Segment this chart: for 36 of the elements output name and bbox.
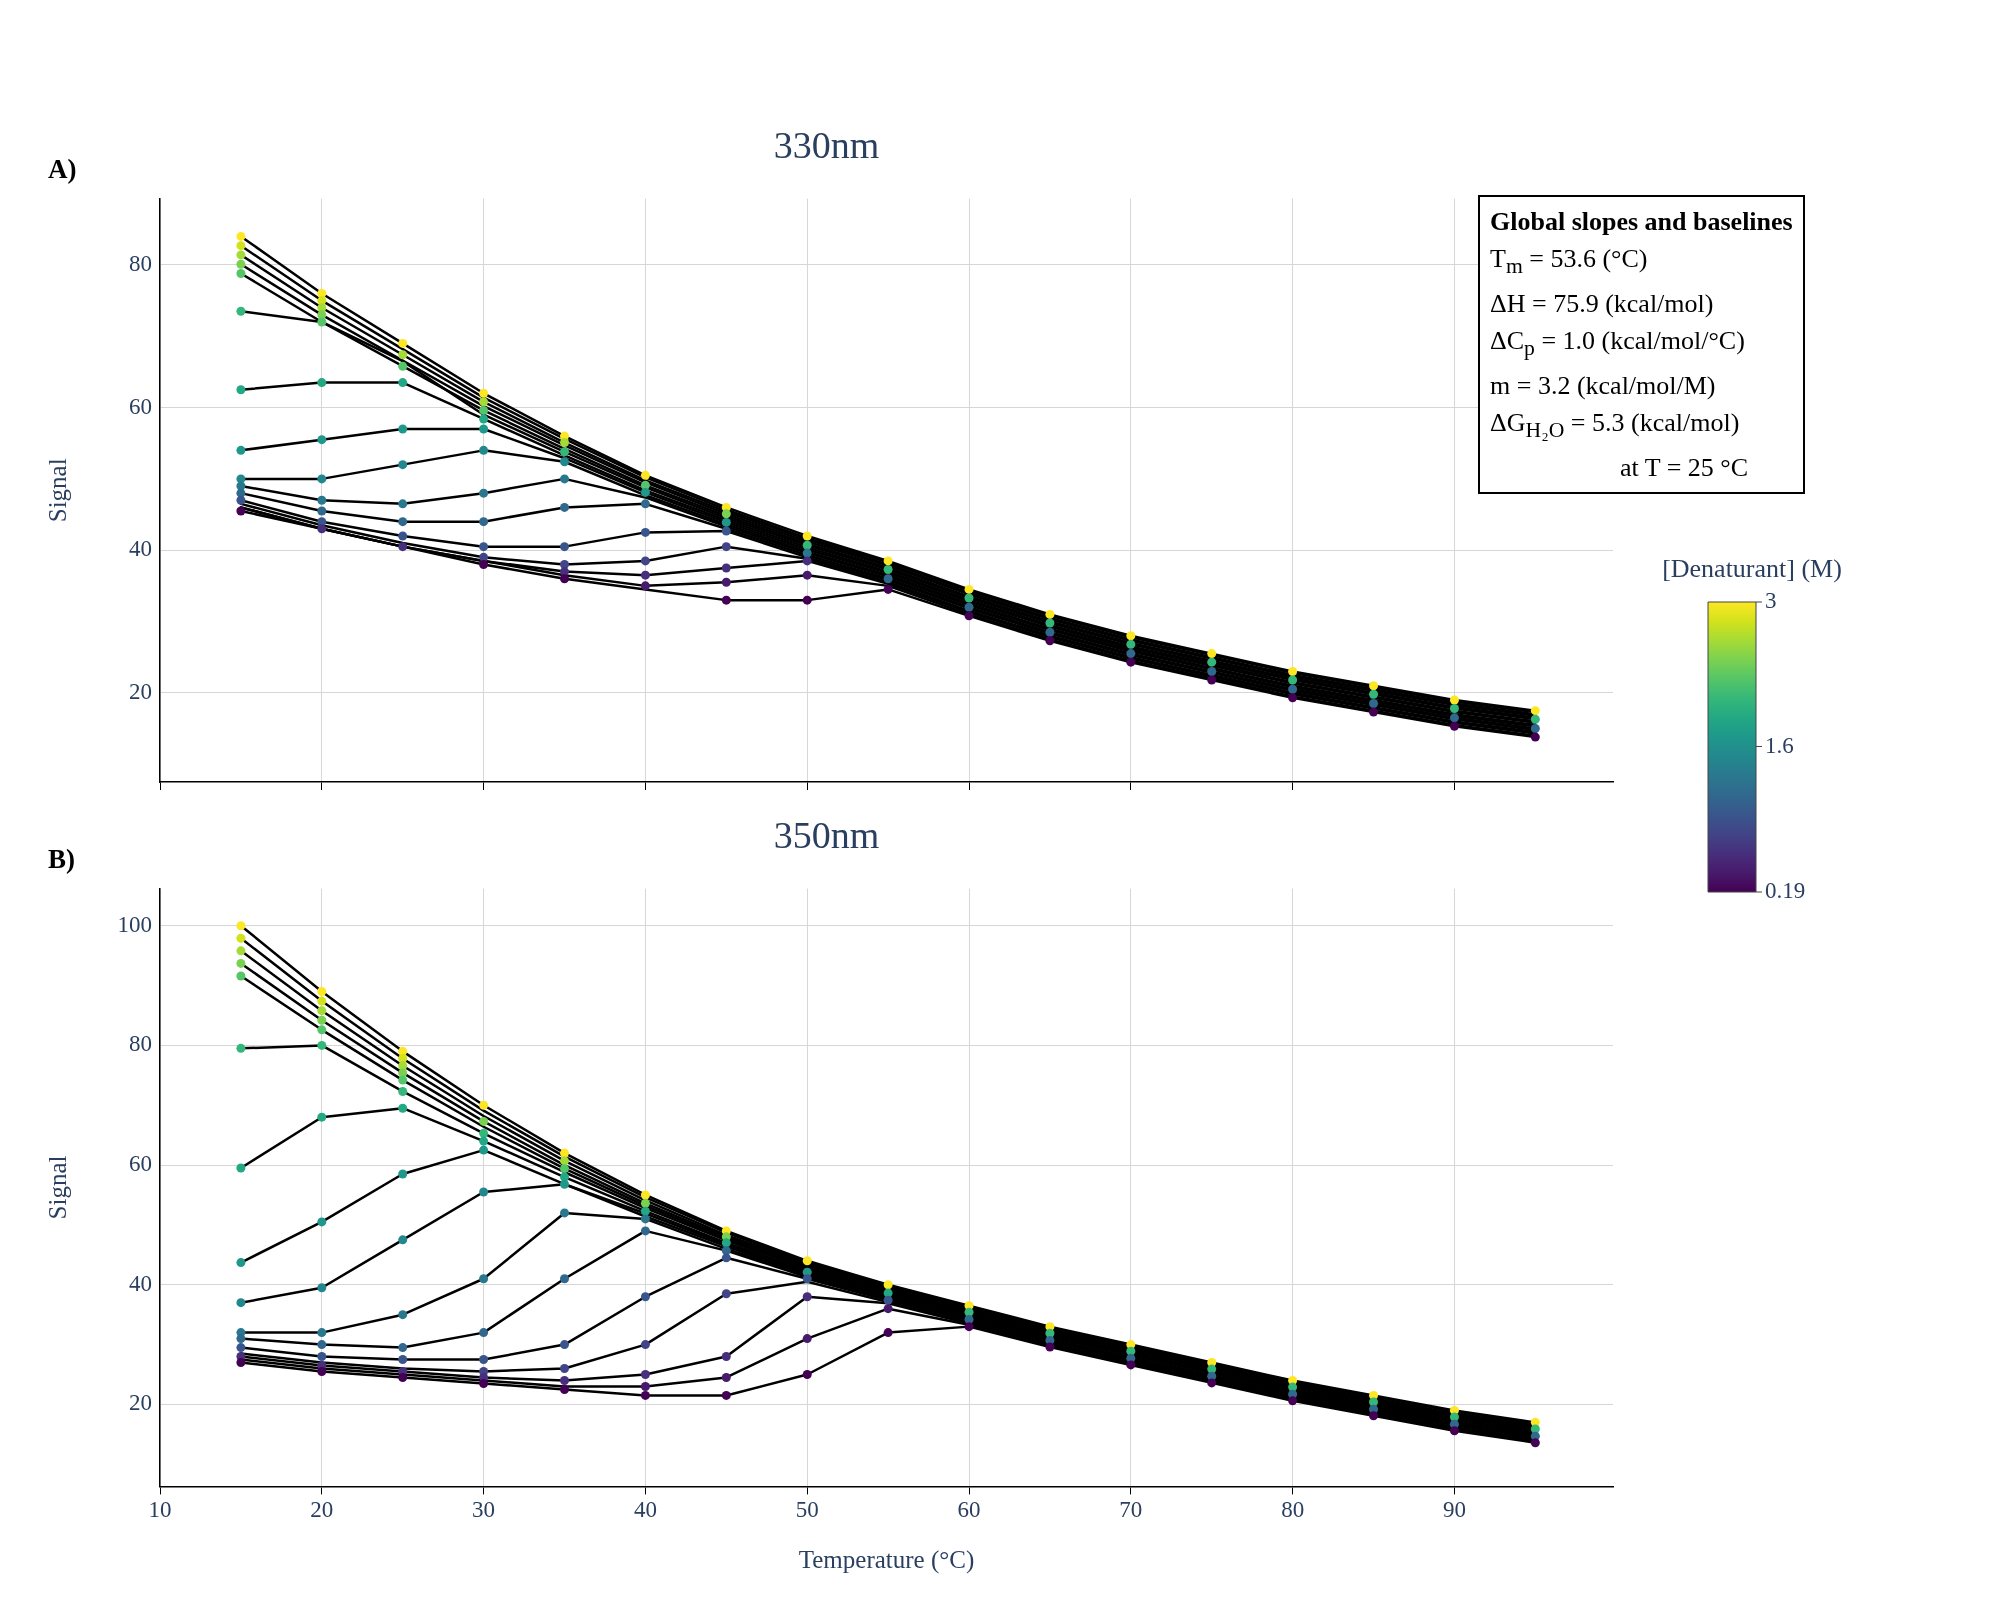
annotation: ΔH = 75.9 (kcal/mol) [1490, 287, 1715, 320]
y-tick-label: 60 [129, 1151, 152, 1177]
x-tick-label: 40 [633, 1497, 657, 1523]
x-axis-title: Temperature (°C) [798, 1545, 975, 1574]
text: B) [48, 843, 75, 874]
x-tick-label: 30 [472, 1497, 496, 1523]
color-bar-label: 1.6 [1765, 732, 1794, 758]
text: A) [48, 153, 77, 184]
x-tick-label: 20 [310, 1497, 334, 1523]
x-tick-label: 60 [957, 1497, 981, 1523]
annotation: Global slopes and baselines [1490, 205, 1793, 238]
color-bar-label: 3 [1765, 588, 1777, 614]
annotation: T$_{m}$ = 53.6 (°C) [1490, 242, 1649, 280]
y-tick-label: 60 [129, 393, 152, 419]
x-tick-label: 50 [795, 1497, 819, 1523]
x-tick-label: 10 [148, 1497, 172, 1523]
chart-title: 350nm [773, 813, 880, 856]
annotation: ΔC$_{p}$ = 1.0 (kcal/mol/°C) [1490, 324, 1746, 362]
y-tick-label: 80 [129, 250, 152, 276]
y-tick-label: 40 [129, 536, 152, 562]
color-bar-title: [Denaturant] (M) [1662, 553, 1842, 583]
text: at T = 25 °C [1619, 452, 1750, 485]
y-tick-label: 20 [129, 1390, 152, 1416]
y-axis-title: Signal [43, 1155, 71, 1220]
y-tick-label: 40 [129, 1270, 152, 1296]
annotation: ΔG$_{H₂O}$ = 5.3 (kcal/mol) [1490, 406, 1741, 445]
y-tick-label: 80 [129, 1031, 152, 1057]
chart-title: 330nm [773, 123, 880, 166]
y-tick-label: 100 [117, 911, 152, 937]
color-bar-label: 0.19 [1765, 878, 1806, 904]
annotation: m = 3.2 (kcal/mol/M) [1490, 369, 1717, 402]
x-tick-label: 90 [1442, 1497, 1466, 1523]
x-tick-label: 70 [1119, 1497, 1143, 1523]
y-axis-title: Signal [43, 458, 71, 523]
x-tick-label: 80 [1281, 1497, 1305, 1523]
y-tick-label: 20 [129, 678, 152, 704]
